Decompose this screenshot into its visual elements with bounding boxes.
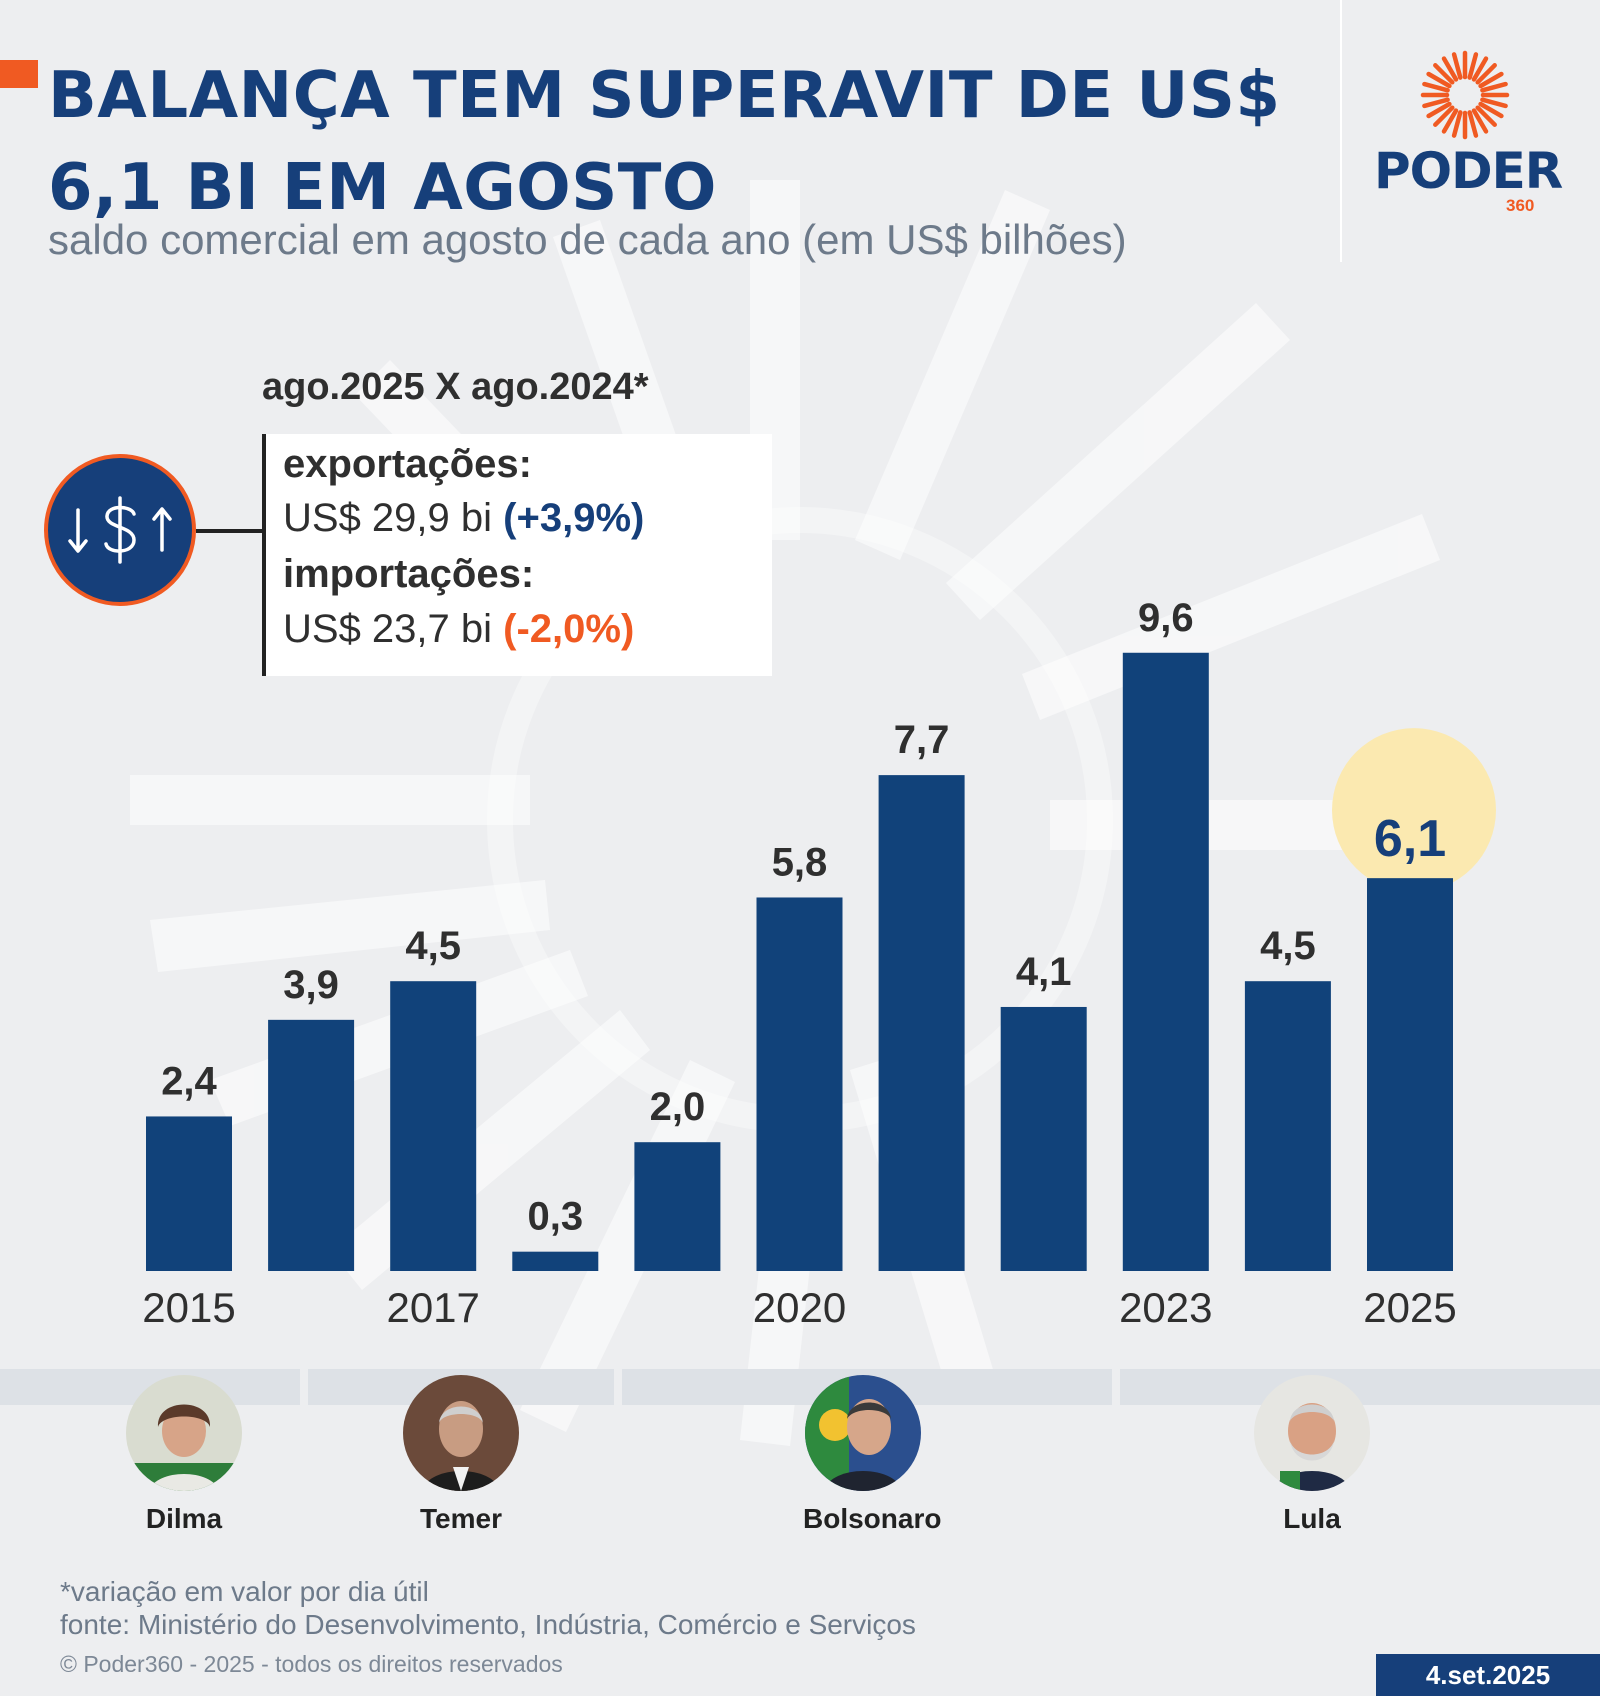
arrows-dollar-icon: [68, 496, 172, 564]
value-label-2018: 0,3: [527, 1195, 583, 1239]
president-dilma: Dilma: [124, 1375, 244, 1535]
value-label-2016: 3,9: [283, 963, 339, 1007]
logo-word: PODER: [1374, 142, 1563, 200]
president-temer: Temer: [401, 1375, 521, 1535]
lula-portrait: [1254, 1375, 1370, 1491]
exports-row: US$ 29,9 bi (+3,9%): [283, 496, 644, 541]
president-name: Lula: [1283, 1503, 1341, 1534]
bar-2015: [146, 1116, 232, 1271]
exports-value: US$ 29,9 bi: [283, 496, 493, 540]
source-note: fonte: Ministério do Desenvolvimento, In…: [60, 1609, 916, 1640]
value-label-2020: 5,8: [772, 840, 828, 884]
president-lula: Lula: [1252, 1375, 1372, 1535]
president-name: Bolsonaro: [803, 1503, 942, 1534]
value-label-2019: 2,0: [650, 1085, 706, 1129]
value-label-2015: 2,4: [161, 1059, 217, 1103]
bar-2016: [268, 1019, 355, 1271]
header-divider: [1340, 0, 1342, 262]
exports-label: exportações:: [283, 442, 532, 486]
bar-2018: [512, 1251, 599, 1271]
page-subtitle: saldo comercial em agosto de cada ano (e…: [48, 216, 1127, 263]
x-tick-label-2020: 2020: [753, 1284, 846, 1330]
president-name: Dilma: [145, 1503, 223, 1534]
bar-2023: [1122, 652, 1209, 1271]
bar-2022: [1000, 1006, 1087, 1271]
bar-chart: 2,4 2015 3,9 4,5 2017 0,3 2,0 5,8 2020 7,7 4,1 9,6 2…: [142, 596, 1496, 1330]
term-band-lula: [1120, 1369, 1600, 1405]
president-bolsonaro: Bolsonaro: [803, 1375, 942, 1535]
comparison-title: ago.2025 X ago.2024*: [262, 366, 649, 408]
footnote: *variação em valor por dia útil: [60, 1576, 429, 1607]
title-accent-bar: [0, 60, 38, 88]
imports-row: US$ 23,7 bi (-2,0%): [283, 607, 634, 652]
x-tick-label-2023: 2023: [1119, 1284, 1212, 1330]
page-title: BALANÇA TEM SUPERAVIT DE US$ 6,1 BI EM A…: [48, 59, 1281, 225]
value-label-2023: 9,6: [1138, 596, 1194, 640]
highlight-circle: [1332, 728, 1496, 893]
poder360-logo: PODER 360: [1370, 50, 1580, 220]
imports-label: importações:: [283, 552, 535, 596]
exports-change: (+3,9%): [503, 496, 645, 540]
sunburst-logo-icon: [1420, 50, 1510, 140]
bar-2019: [634, 1142, 721, 1271]
value-label-2022: 4,1: [1016, 950, 1072, 994]
president-name: Temer: [420, 1503, 502, 1534]
logo-number: 360: [1506, 196, 1535, 215]
comparison-box-rule: [262, 434, 266, 676]
icon-connector-line: [196, 529, 264, 533]
value-label-2024: 4,5: [1260, 924, 1316, 968]
bar-2025: [1367, 878, 1453, 1271]
x-tick-label-2017: 2017: [386, 1284, 479, 1330]
bar-2020: [756, 897, 843, 1271]
imports-value: US$ 23,7 bi: [283, 607, 493, 651]
publication-date: 4.set.2025: [1376, 1654, 1600, 1696]
dilma-portrait: [126, 1375, 242, 1491]
bar-2021: [878, 775, 965, 1271]
temer-portrait: [403, 1375, 519, 1491]
comparison-box: [262, 434, 772, 676]
bar-2017: [390, 981, 477, 1271]
bar-2024: [1244, 981, 1331, 1271]
value-label-2025: 6,1: [1374, 810, 1446, 868]
money-exchange-icon: [44, 454, 196, 606]
bolsonaro-portrait: [805, 1375, 921, 1491]
imports-change: (-2,0%): [503, 607, 635, 651]
x-tick-label-2015: 2015: [142, 1284, 235, 1330]
x-tick-label-2025: 2025: [1363, 1284, 1456, 1330]
value-label-2017: 4,5: [405, 924, 461, 968]
value-label-2021: 7,7: [894, 718, 950, 762]
copyright: © Poder360 - 2025 - todos os direitos re…: [60, 1651, 563, 1677]
